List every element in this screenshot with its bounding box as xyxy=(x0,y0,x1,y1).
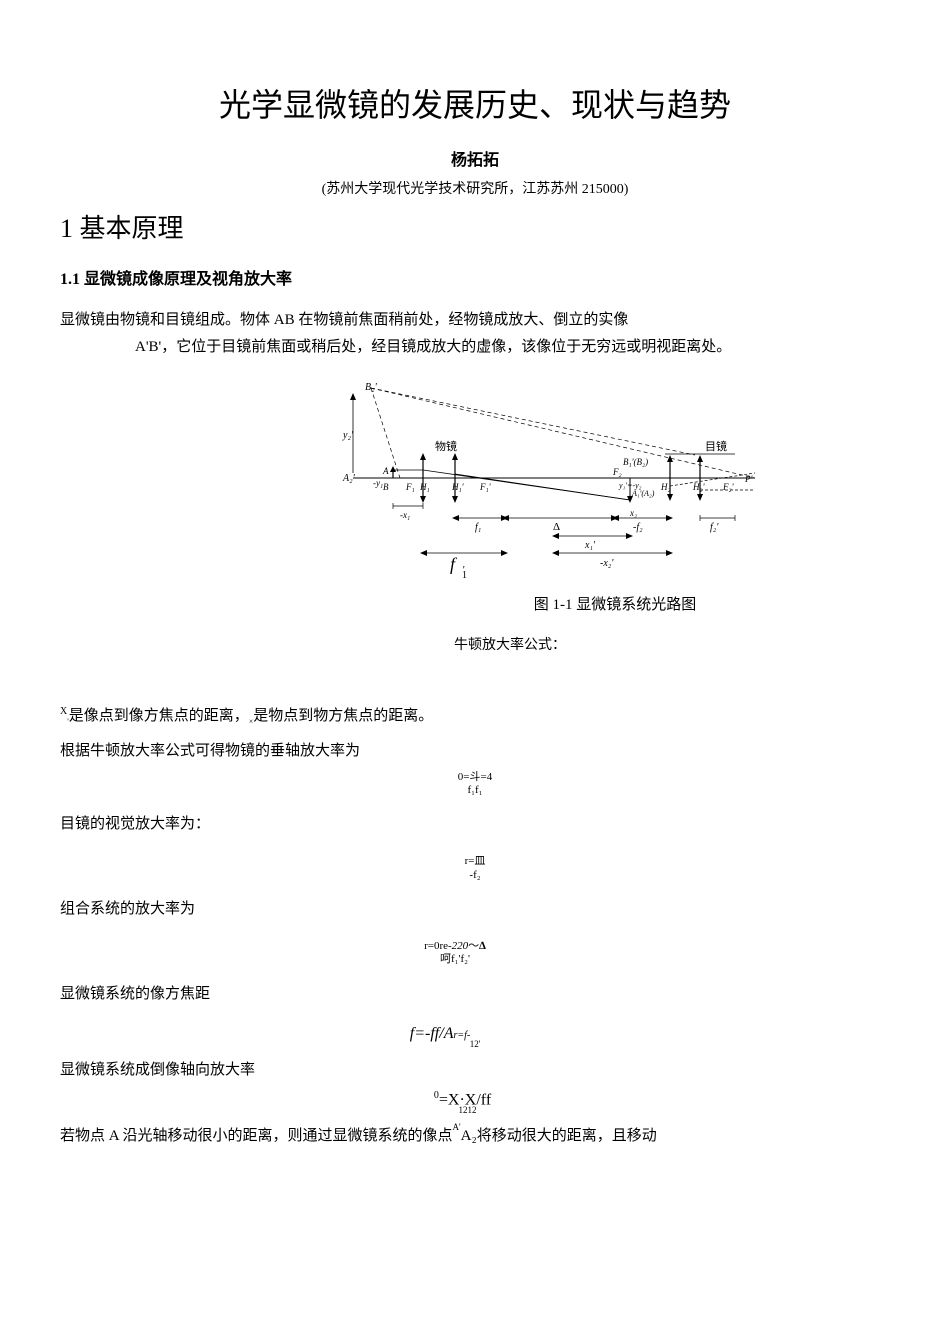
formula-4: f=-ff/Ar=f- 12' xyxy=(0,1025,890,1049)
diagram-svg: B₂' y₂' A₂' A B -y₁ 物镜 xyxy=(335,378,755,578)
svg-text:B₂': B₂' xyxy=(365,382,378,393)
svg-text:f₁: f₁ xyxy=(475,522,481,533)
figure-1-caption: 图 1-1 显微镜系统光路图 xyxy=(340,593,890,614)
eyepiece-label: 目镜 xyxy=(705,439,727,453)
paragraph-6: 显微镜系统的像方焦距 xyxy=(60,983,890,1006)
paragraph-2: X'是像点到像方焦点的距离，×是物点到物方焦点的距离。 xyxy=(60,704,890,728)
svg-text:-y₁: -y₁ xyxy=(373,478,383,488)
svg-text:H₂': H₂' xyxy=(692,482,706,492)
optical-diagram: B₂' y₂' A₂' A B -y₁ 物镜 xyxy=(335,378,755,578)
svg-text:H₁: H₁ xyxy=(419,482,430,492)
svg-text:B₁'(B₂): B₁'(B₂) xyxy=(623,457,648,467)
formula-5: 0=X·X/ff 1212 xyxy=(35,1090,890,1115)
svg-text:F₁: F₁ xyxy=(405,482,415,492)
svg-text:A₁'(A₂): A₁'(A₂) xyxy=(631,489,655,498)
formula-3: r=0re-220～∆ 呵f₁'f₂' xyxy=(20,940,890,966)
svg-text:H₁': H₁' xyxy=(451,482,465,492)
svg-text:B: B xyxy=(383,482,389,492)
svg-text:H₂: H₂ xyxy=(660,482,671,492)
page-title: 光学显微镜的发展历史、现状与趋势 xyxy=(60,80,890,126)
svg-text:F₁': F₁' xyxy=(479,482,492,492)
formula-1: 0=斗=4 f₁f₁ xyxy=(60,771,890,797)
subsection-title-text: 显微镜成像原理及视角放大率 xyxy=(84,271,292,288)
svg-text:f₂': f₂' xyxy=(710,522,719,533)
paragraph-7: 显微镜系统成倒像轴向放大率 xyxy=(60,1059,890,1082)
paragraph-4: 目镜的视觉放大率为： xyxy=(60,813,890,836)
svg-text:-f₂: -f₂ xyxy=(633,522,643,533)
svg-text:y₂': y₂' xyxy=(342,430,354,441)
paragraph-8: 若物点 A 沿光轴移动很小的距离，则通过显微镜系统的像点A'A₂将移动很大的距离… xyxy=(60,1125,890,1148)
svg-text:-x₁: -x₁ xyxy=(400,510,410,520)
svg-text:F₂: F₂ xyxy=(612,467,622,477)
paragraph-1-line-2: A'B'，它位于目镜前焦面或稍后处，经目镜成放大的虚像，该像位于无穷远或明视距离… xyxy=(60,336,890,359)
svg-text:x₂: x₂ xyxy=(629,508,637,518)
section-title-text: 基本原理 xyxy=(80,214,184,243)
subsection-1-1-heading: 1.1 显微镜成像原理及视角放大率 xyxy=(60,265,890,289)
affiliation-text: (苏州大学现代光学技术研究所，江苏苏州 215000) xyxy=(60,178,890,198)
objective-label: 物镜 xyxy=(435,439,457,453)
author-name: 杨拓拓 xyxy=(60,146,890,170)
paragraph-5: 组合系统的放大率为 xyxy=(60,898,890,921)
subsection-number: 1.1 xyxy=(60,271,80,288)
paragraph-1-line-1: 显微镜由物镜和目镜组成。物体 AB 在物镜前焦面稍前处，经物镜成放大、倒立的实像 xyxy=(60,309,890,332)
svg-text:P': P' xyxy=(744,474,753,484)
section-1-heading: 1 基本原理 xyxy=(60,208,890,245)
svg-text:A: A xyxy=(382,466,389,476)
newton-formula-label: 牛顿放大率公式： xyxy=(60,634,890,654)
section-number: 1 xyxy=(60,214,73,243)
svg-text:F₂': F₂' xyxy=(722,482,735,492)
svg-text:-x₂': -x₂' xyxy=(600,558,614,569)
formula-2: r=皿 -f₂ xyxy=(60,855,890,881)
figure-1-container: B₂' y₂' A₂' A B -y₁ 物镜 xyxy=(60,378,890,614)
svg-text:x₁': x₁' xyxy=(584,540,596,551)
svg-text:Δ: Δ xyxy=(553,521,560,533)
x-prime-symbol: X xyxy=(60,706,67,717)
paragraph-3: 根据牛顿放大率公式可得物镜的垂轴放大率为 xyxy=(60,740,890,763)
svg-text:f: f xyxy=(450,554,458,574)
svg-text:1: 1 xyxy=(462,570,467,578)
